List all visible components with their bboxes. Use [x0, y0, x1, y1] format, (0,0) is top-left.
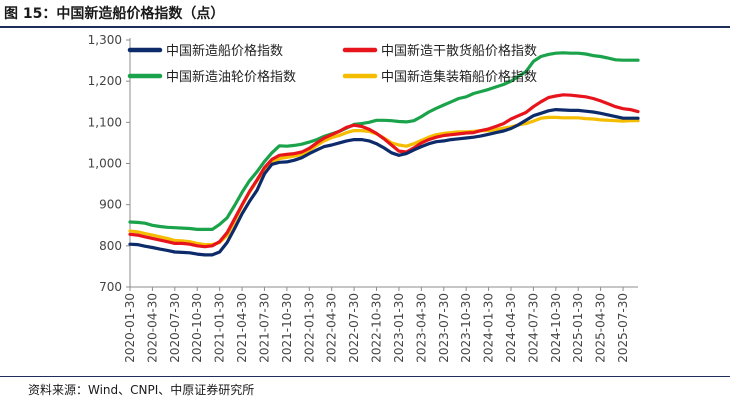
x-tick-label: 2021-07-30 — [257, 293, 271, 363]
y-tick-label: 1,100 — [88, 115, 122, 129]
source-note: 资料来源：Wind、CNPI、中原证券研究所 — [28, 383, 255, 397]
x-tick-label: 2021-04-30 — [235, 293, 249, 363]
x-tick-label: 2021-01-30 — [213, 293, 227, 363]
x-tick-label: 2022-01-30 — [302, 293, 316, 363]
x-tick-label: 2024-01-30 — [482, 293, 496, 363]
x-tick-label: 2024-07-30 — [526, 293, 540, 363]
y-tick-label: 800 — [99, 239, 122, 253]
y-tick-label: 1,000 — [88, 157, 122, 171]
y-tick-label: 700 — [99, 280, 122, 294]
x-tick-label: 2024-10-30 — [549, 293, 563, 363]
x-axis: 2020-01-30 2020-04-30 2020-07-30 2020-10-30… — [123, 286, 638, 363]
y-tick-label: 1,200 — [88, 74, 122, 88]
legend-label: 中国新造船价格指数 — [166, 43, 283, 59]
x-tick-label: 2025-07-30 — [616, 293, 630, 363]
x-tick-label: 2024-04-30 — [504, 293, 518, 363]
legend-label: 中国新造干散货船价格指数 — [381, 43, 537, 59]
x-tick-label: 2023-01-30 — [392, 293, 406, 363]
x-tick-label: 2022-04-30 — [325, 293, 339, 363]
top-rule — [0, 26, 730, 28]
bottom-rule — [0, 376, 730, 377]
x-tick-label: 2023-10-30 — [459, 293, 473, 363]
legend-label: 中国新造集装箱船价格指数 — [381, 69, 537, 85]
y-tick-label: 1,300 — [88, 33, 122, 47]
x-tick-label: 2021-10-30 — [280, 293, 294, 363]
x-tick-label: 2023-04-30 — [414, 293, 428, 363]
legend-item-composite: 中国新造船价格指数 — [127, 43, 283, 59]
x-tick-label: 2023-07-30 — [437, 293, 451, 363]
series-line-dry-bulk — [128, 93, 640, 249]
series-line-container — [128, 115, 640, 247]
y-axis: 700 800 900 1,000 1,100 1,200 1,300 — [88, 33, 131, 294]
x-tick-label: 2020-04-30 — [145, 293, 159, 363]
series-line-composite — [128, 107, 640, 257]
x-tick-label: 2020-01-30 — [123, 293, 137, 363]
y-tick-label: 900 — [99, 198, 122, 212]
x-tick-label: 2025-01-30 — [571, 293, 585, 363]
figure-title: 图 15：中国新造船价格指数（点） — [4, 6, 225, 22]
legend-item-container: 中国新造集装箱船价格指数 — [342, 69, 537, 85]
x-tick-label: 2025-04-30 — [594, 293, 608, 363]
x-tick-label: 2022-10-30 — [370, 293, 384, 363]
x-tick-label: 2020-10-30 — [190, 293, 204, 363]
legend-item-tanker: 中国新造油轮价格指数 — [127, 69, 296, 85]
line-chart: 700 800 900 1,000 1,100 1,200 1,300 2020-01-30… — [88, 33, 640, 363]
series-line-tanker — [128, 51, 640, 231]
legend-label: 中国新造油轮价格指数 — [166, 69, 296, 85]
legend-item-dry-bulk: 中国新造干散货船价格指数 — [342, 43, 537, 59]
series-layer — [128, 51, 640, 257]
x-tick-label: 2020-07-30 — [168, 293, 182, 363]
x-tick-label: 2022-07-30 — [347, 293, 361, 363]
